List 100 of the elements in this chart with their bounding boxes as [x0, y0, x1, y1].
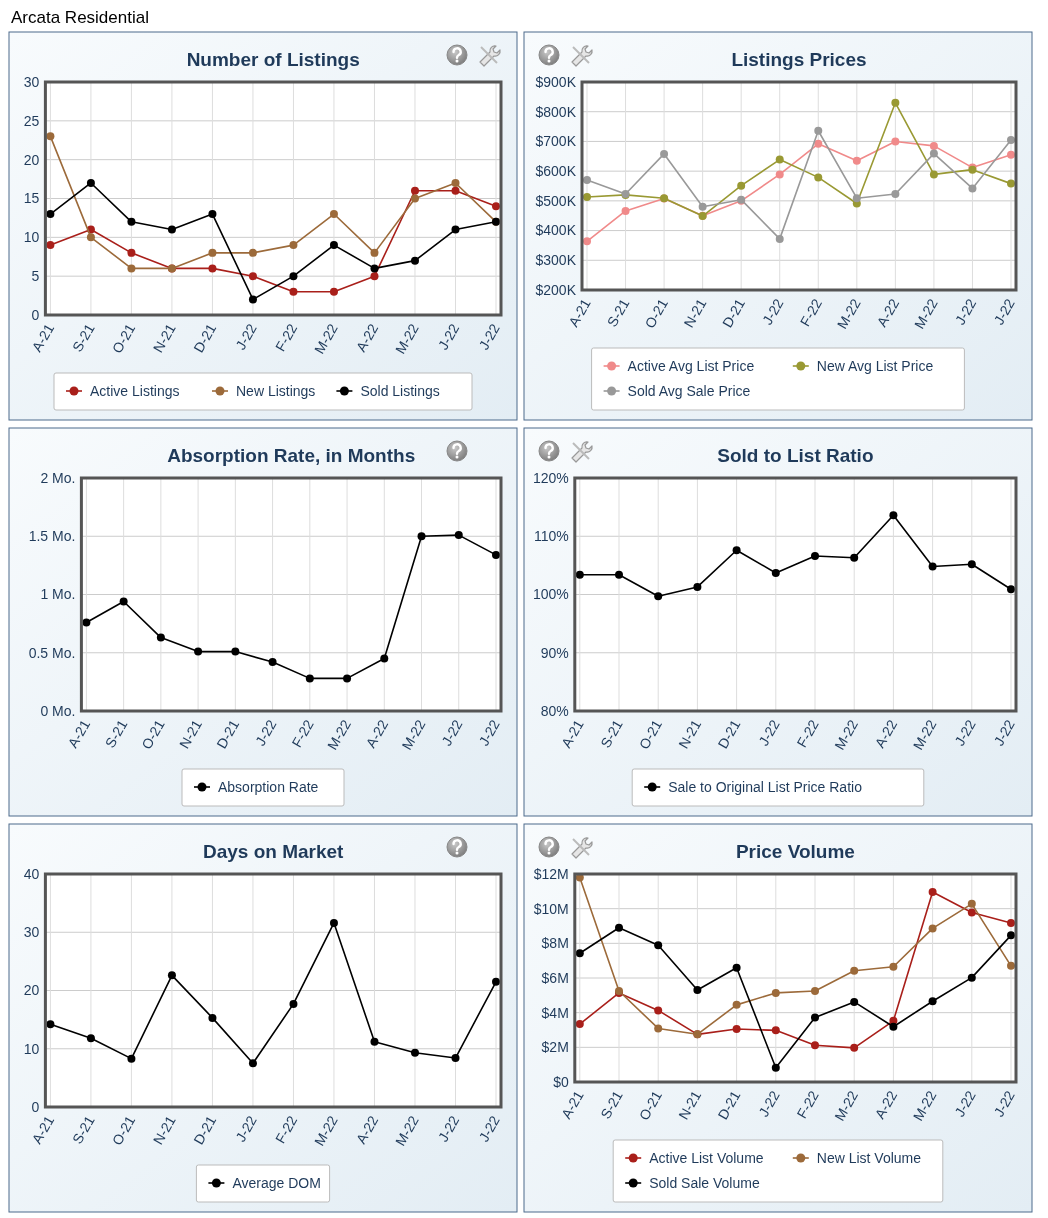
point [46, 1020, 55, 1029]
point [928, 562, 937, 571]
y-tick-label: 30 [23, 73, 40, 90]
legend-label: Active Avg List Price [627, 357, 755, 374]
point [1007, 585, 1015, 594]
point [1007, 135, 1015, 144]
point [410, 1048, 419, 1057]
point [492, 550, 500, 559]
legend-label: Sale to Original List Price Ratio [668, 778, 863, 795]
y-tick-label: 110% [534, 528, 569, 545]
point [732, 546, 741, 555]
point [583, 176, 591, 185]
point [771, 1026, 780, 1035]
point [1007, 931, 1015, 940]
point [775, 170, 784, 179]
point [967, 899, 976, 908]
legend-label: Sold Avg Sale Price [627, 382, 751, 399]
point [575, 949, 584, 958]
y-tick-label: 0 [31, 1098, 40, 1115]
point [248, 248, 257, 257]
point [454, 531, 463, 540]
y-tick-label: $600K [535, 163, 577, 180]
point [928, 924, 937, 933]
point [156, 633, 165, 642]
legend-label: New List Volume [816, 1149, 922, 1166]
point [343, 674, 352, 683]
point [1007, 179, 1015, 188]
y-tick-label: 10 [23, 1040, 40, 1057]
point [775, 155, 784, 164]
point [654, 941, 663, 950]
point [583, 192, 591, 201]
y-tick-label: $500K [535, 192, 577, 209]
point [46, 241, 55, 250]
point [660, 149, 669, 158]
point [82, 618, 91, 627]
point [575, 1020, 584, 1029]
point [811, 987, 819, 995]
chart-title: Sold to List Ratio [717, 445, 874, 466]
y-tick-label: 20 [23, 982, 40, 999]
point [127, 264, 136, 273]
y-tick-label: 0 [31, 306, 40, 323]
point [775, 234, 784, 243]
point [732, 1000, 741, 1009]
point [451, 178, 460, 187]
y-tick-label: $900K [535, 73, 577, 90]
chart-title: Price Volume [735, 841, 855, 862]
point [693, 582, 702, 591]
point [417, 532, 426, 541]
point [654, 1006, 663, 1015]
point [167, 225, 176, 234]
chart-title: Number of Listings [186, 49, 360, 70]
point [248, 295, 257, 304]
point [86, 233, 95, 242]
point [654, 592, 663, 601]
point [194, 647, 203, 656]
legend-label: Active List Volume [649, 1149, 764, 1166]
point [967, 560, 976, 569]
point [929, 170, 938, 179]
chart-title: Absorption Rate, in Months [167, 445, 416, 466]
point [86, 1034, 95, 1043]
point [492, 977, 500, 986]
chart-title: Listings Prices [731, 49, 867, 70]
point [380, 654, 389, 663]
y-tick-label: 5 [31, 268, 40, 285]
y-tick-label: $6M [541, 969, 569, 986]
point [732, 963, 741, 972]
point [451, 225, 460, 234]
point [289, 287, 298, 296]
point [891, 98, 900, 107]
point [208, 1013, 217, 1022]
point [329, 287, 338, 296]
point [46, 132, 55, 141]
y-tick-label: $800K [535, 103, 577, 120]
point [370, 1037, 379, 1046]
point [771, 1063, 780, 1072]
y-tick-label: 2 Mo. [40, 469, 76, 486]
legend-label: New Avg List Price [816, 357, 934, 374]
point [127, 1054, 136, 1063]
y-tick-label: $300K [535, 252, 577, 269]
point [737, 181, 746, 190]
point [492, 202, 500, 211]
point [850, 1043, 859, 1052]
point [370, 264, 379, 273]
y-tick-label: $400K [535, 222, 577, 239]
y-tick-label: $12M [533, 865, 569, 882]
point [410, 194, 419, 203]
point [289, 999, 298, 1008]
point [1007, 919, 1015, 928]
point [621, 206, 630, 215]
y-tick-label: 80% [540, 702, 569, 719]
point [811, 552, 819, 561]
point [46, 210, 55, 219]
point [968, 184, 977, 193]
point [127, 248, 136, 257]
point [268, 658, 277, 667]
point [929, 149, 938, 158]
point [732, 1024, 741, 1033]
point [891, 190, 900, 199]
y-tick-label: 0 Mo. [40, 702, 76, 719]
point [814, 173, 823, 182]
